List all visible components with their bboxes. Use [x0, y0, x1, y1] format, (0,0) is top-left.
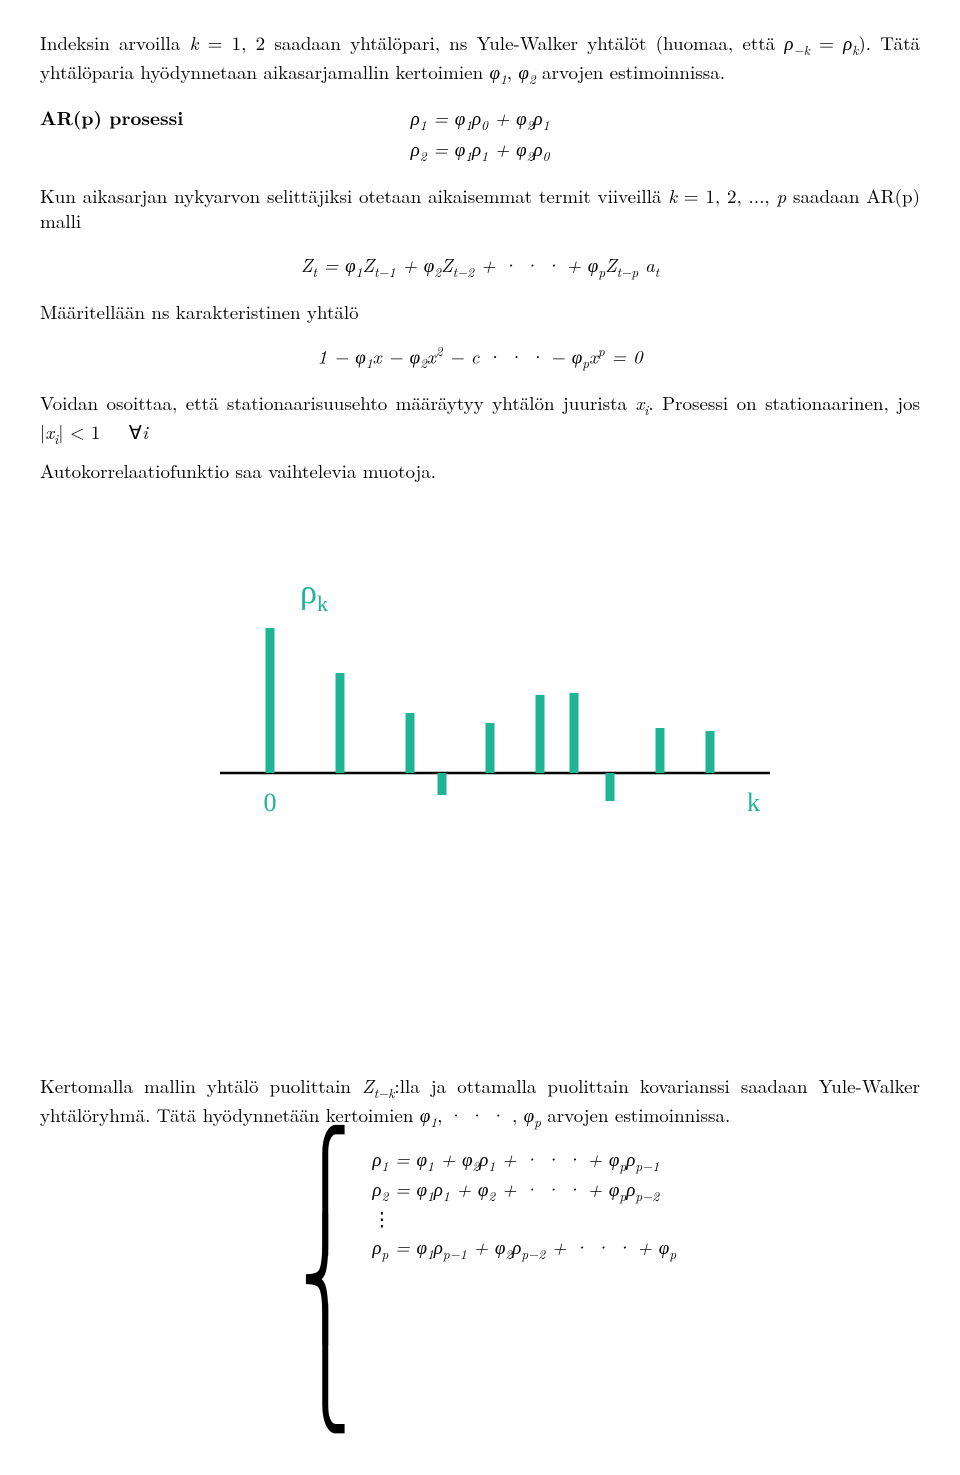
yw-line-2: ρ2 = φ1ρ1 + φ2 + · · · + φpρp−2: [372, 1175, 676, 1205]
svg-text:ρk: ρk: [300, 574, 329, 616]
eq1-line2: ρ2 = φ1ρ1 + φ2ρ0: [40, 136, 920, 165]
paragraph-6: Kertomalla mallin yhtälö puolittain Zt−k…: [40, 1073, 920, 1130]
autocorrelation-chart: ρk 0 k: [180, 573, 780, 863]
paragraph-2: Kun aikasarjan nykyarvon selittäjiksi ot…: [40, 183, 920, 234]
yw-line-4: ρp = φ1ρp−1 + φ2ρp−2 + · · · + φp: [372, 1233, 676, 1263]
svg-text:k: k: [747, 788, 760, 817]
heading-arp: AR(p) prosessi: [40, 105, 183, 131]
paragraph-4: Voidan osoittaa, että stationaarisuuseht…: [40, 390, 920, 447]
left-brace-icon: ⎧⎨⎩: [300, 1145, 350, 1415]
acf-svg: ρk 0 k: [180, 573, 780, 863]
equation-block-2: Zt = φ1Zt−1 + φ2Zt−2 + · · · + φpZt−p at: [40, 252, 920, 281]
page: Indeksin arvoilla k = 1, 2 saadaan yhtäl…: [0, 0, 960, 1475]
yule-walker-system: ⎧⎨⎩ ρ1 = φ1 + φ2ρ1 + · · · + φpρp−1 ρ2 =…: [40, 1145, 920, 1415]
yw-line-3: ⋮: [372, 1205, 676, 1233]
paragraph-1: Indeksin arvoilla k = 1, 2 saadaan yhtäl…: [40, 30, 920, 87]
svg-text:0: 0: [264, 788, 277, 817]
paragraph-3: Määritellään ns karakteristinen yhtälö: [40, 299, 920, 325]
equation-block-3: 1 − φ1x − φ2x2 − c · · · − φpxp = 0: [40, 342, 920, 372]
yw-line-1: ρ1 = φ1 + φ2ρ1 + · · · + φpρp−1: [372, 1145, 676, 1175]
paragraph-5: Autokorrelaatiofunktio saa vaihtelevia m…: [40, 458, 920, 484]
